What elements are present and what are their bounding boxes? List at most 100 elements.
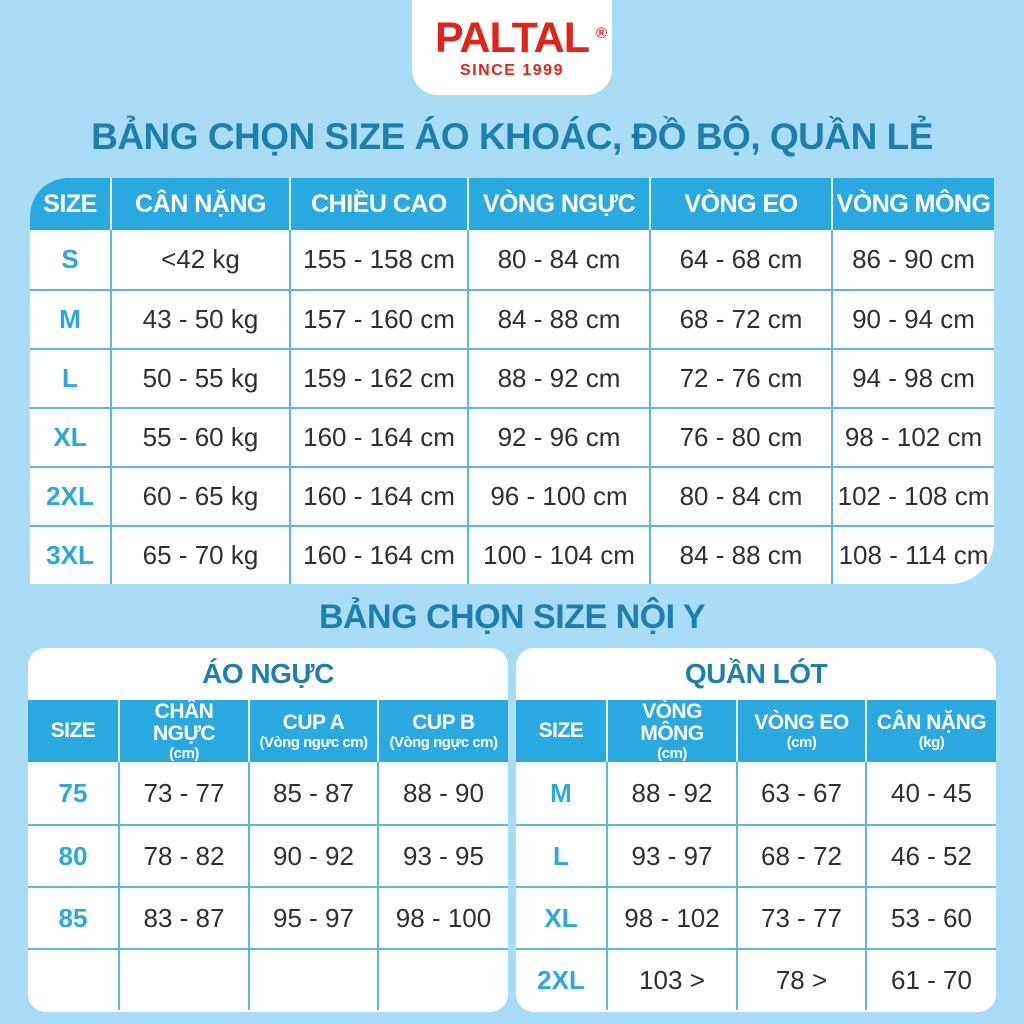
- value-cell: 98 - 102 cm: [833, 407, 994, 466]
- value-cell: 98 - 102: [608, 886, 738, 948]
- table-row: 2XL 103 >78 >61 - 70: [516, 948, 996, 1010]
- value-cell: <42 kg: [112, 230, 291, 289]
- outerwear-size-table: SIZE CÂN NẶNG CHIỀU CAO VÒNG NGỰC VÒNG EO VÒN…: [30, 178, 994, 584]
- value-cell: 72 - 76 cm: [651, 348, 833, 407]
- value-cell: 53 - 60: [867, 886, 996, 948]
- column-header: CÂN NẶNG: [112, 178, 291, 230]
- size-cell: 80: [28, 824, 120, 886]
- table-row: 3XL 65 - 70 kg 160 - 164 cm 100 - 104 cm 84 …: [30, 525, 994, 584]
- size-cell: M: [30, 289, 112, 348]
- value-cell: [120, 948, 250, 1010]
- value-cell: 46 - 52: [867, 824, 996, 886]
- column-header: SIZE: [28, 700, 120, 762]
- value-cell: 78 >: [738, 948, 867, 1010]
- size-cell: [28, 948, 120, 1010]
- value-cell: 95 - 97: [250, 886, 379, 948]
- table-row: 80 78 - 82 90 - 92 93 - 95: [28, 824, 508, 886]
- value-cell: 76 - 80 cm: [651, 407, 833, 466]
- column-header: CUP B (Vòng ngực cm): [379, 700, 508, 762]
- value-cell: 65 - 70 kg: [112, 525, 291, 584]
- outerwear-table: SIZE CÂN NẶNG CHIỀU CAO VÒNG NGỰC VÒNG EO VÒN…: [30, 178, 994, 584]
- bra-table-title: ÁO NGỰC: [28, 648, 508, 700]
- value-cell: 88 - 92: [608, 762, 738, 824]
- value-cell: 108 - 114 cm: [833, 525, 994, 584]
- size-cell: 3XL: [30, 525, 112, 584]
- size-cell: S: [30, 230, 112, 289]
- size-cell: 2XL: [516, 948, 608, 1010]
- bra-table: SIZE CHÂN NGỰC (cm) CUP A (Vòng ngực cm) CUP …: [28, 700, 508, 1010]
- value-cell: 43 - 50 kg: [112, 289, 291, 348]
- value-cell: 55 - 60 kg: [112, 407, 291, 466]
- column-header: SIZE: [30, 178, 112, 230]
- value-cell: 100 - 104 cm: [469, 525, 651, 584]
- value-cell: 88 - 90: [379, 762, 508, 824]
- size-cell: M: [516, 762, 608, 824]
- value-cell: 96 - 100 cm: [469, 466, 651, 525]
- panty-table: SIZE VÒNG MÔNG (cm) VÒNG EO (cm) CÂN NẶNG (kg)…: [516, 700, 996, 1010]
- value-cell: 60 - 65 kg: [112, 466, 291, 525]
- size-cell: 75: [28, 762, 120, 824]
- column-header: CÂN NẶNG (kg): [867, 700, 996, 762]
- value-cell: 103 >: [608, 948, 738, 1010]
- value-cell: 155 - 158 cm: [291, 230, 469, 289]
- column-header: SIZE: [516, 700, 608, 762]
- table-row: L 93 - 97 68 - 72 46 - 52: [516, 824, 996, 886]
- table-row: S <42 kg 155 - 158 cm 80 - 84 cm 64 - 68 cm 8…: [30, 230, 994, 289]
- table-row: L 50 - 55 kg 159 - 162 cm 88 - 92 cm 72 - 76…: [30, 348, 994, 407]
- value-cell: 157 - 160 cm: [291, 289, 469, 348]
- value-cell: 84 - 88 cm: [469, 289, 651, 348]
- value-cell: 61 - 70: [867, 948, 996, 1010]
- column-header: CHÂN NGỰC (cm): [120, 700, 250, 762]
- paltal-logo: PALTAL ® SINCE 1999: [412, 0, 612, 95]
- brand-name: PALTAL ®: [435, 16, 607, 60]
- value-cell: 98 - 100: [379, 886, 508, 948]
- column-header: CUP A (Vòng ngực cm): [250, 700, 379, 762]
- column-header: VÒNG MÔNG (cm): [608, 700, 738, 762]
- value-cell: 80 - 84 cm: [469, 230, 651, 289]
- column-header: VÒNG EO (cm): [738, 700, 867, 762]
- value-cell: 80 - 84 cm: [651, 466, 833, 525]
- value-cell: 73 - 77: [738, 886, 867, 948]
- column-header-unit: (cm): [657, 744, 687, 762]
- table-row: M 43 - 50 kg 157 - 160 cm 84 - 88 cm 68 - 72…: [30, 289, 994, 348]
- column-header-unit: (cm): [169, 744, 199, 762]
- panty-table-title: QUẦN LÓT: [516, 648, 996, 700]
- value-cell: 160 - 164 cm: [291, 407, 469, 466]
- value-cell: 160 - 164 cm: [291, 466, 469, 525]
- table-row: XL 98 - 102 73 - 77 53 - 60: [516, 886, 996, 948]
- value-cell: 92 - 96 cm: [469, 407, 651, 466]
- size-cell: L: [516, 824, 608, 886]
- value-cell: 90 - 94 cm: [833, 289, 994, 348]
- size-cell: L: [30, 348, 112, 407]
- value-cell: 94 - 98 cm: [833, 348, 994, 407]
- value-cell: 40 - 45: [867, 762, 996, 824]
- value-cell: 83 - 87: [120, 886, 250, 948]
- brand-tagline: SINCE 1999: [460, 61, 564, 79]
- column-header: CHIỀU CAO: [291, 178, 469, 230]
- underwear-size-title: BẢNG CHỌN SIZE NỘI Y: [318, 598, 706, 636]
- size-cell: 85: [28, 886, 120, 948]
- header-row: SIZE CÂN NẶNG CHIỀU CAO VÒNG NGỰC VÒNG EO VÒN…: [30, 178, 994, 230]
- value-cell: 85 - 87: [250, 762, 379, 824]
- value-cell: 88 - 92 cm: [469, 348, 651, 407]
- table-row: [28, 948, 508, 1010]
- column-header: VÒNG MÔNG: [833, 178, 994, 230]
- table-row: 2XL 60 - 65 kg 160 - 164 cm 96 - 100 cm 80 -…: [30, 466, 994, 525]
- size-cell: XL: [516, 886, 608, 948]
- size-cell: 2XL: [30, 466, 112, 525]
- value-cell: [379, 948, 508, 1010]
- value-cell: 78 - 82: [120, 824, 250, 886]
- value-cell: 68 - 72 cm: [651, 289, 833, 348]
- value-cell: 73 - 77: [120, 762, 250, 824]
- value-cell: [250, 948, 379, 1010]
- column-header-unit: (cm): [786, 733, 817, 751]
- header-row: SIZE VÒNG MÔNG (cm) VÒNG EO (cm) CÂN NẶNG (kg): [516, 700, 996, 762]
- column-header: VÒNG EO: [651, 178, 833, 230]
- size-cell: XL: [30, 407, 112, 466]
- column-header: VÒNG NGỰC: [469, 178, 651, 230]
- value-cell: 86 - 90 cm: [833, 230, 994, 289]
- value-cell: 93 - 97: [608, 824, 738, 886]
- value-cell: 50 - 55 kg: [112, 348, 291, 407]
- value-cell: 64 - 68 cm: [651, 230, 833, 289]
- table-row: 85 83 - 87 95 - 97 98 - 100: [28, 886, 508, 948]
